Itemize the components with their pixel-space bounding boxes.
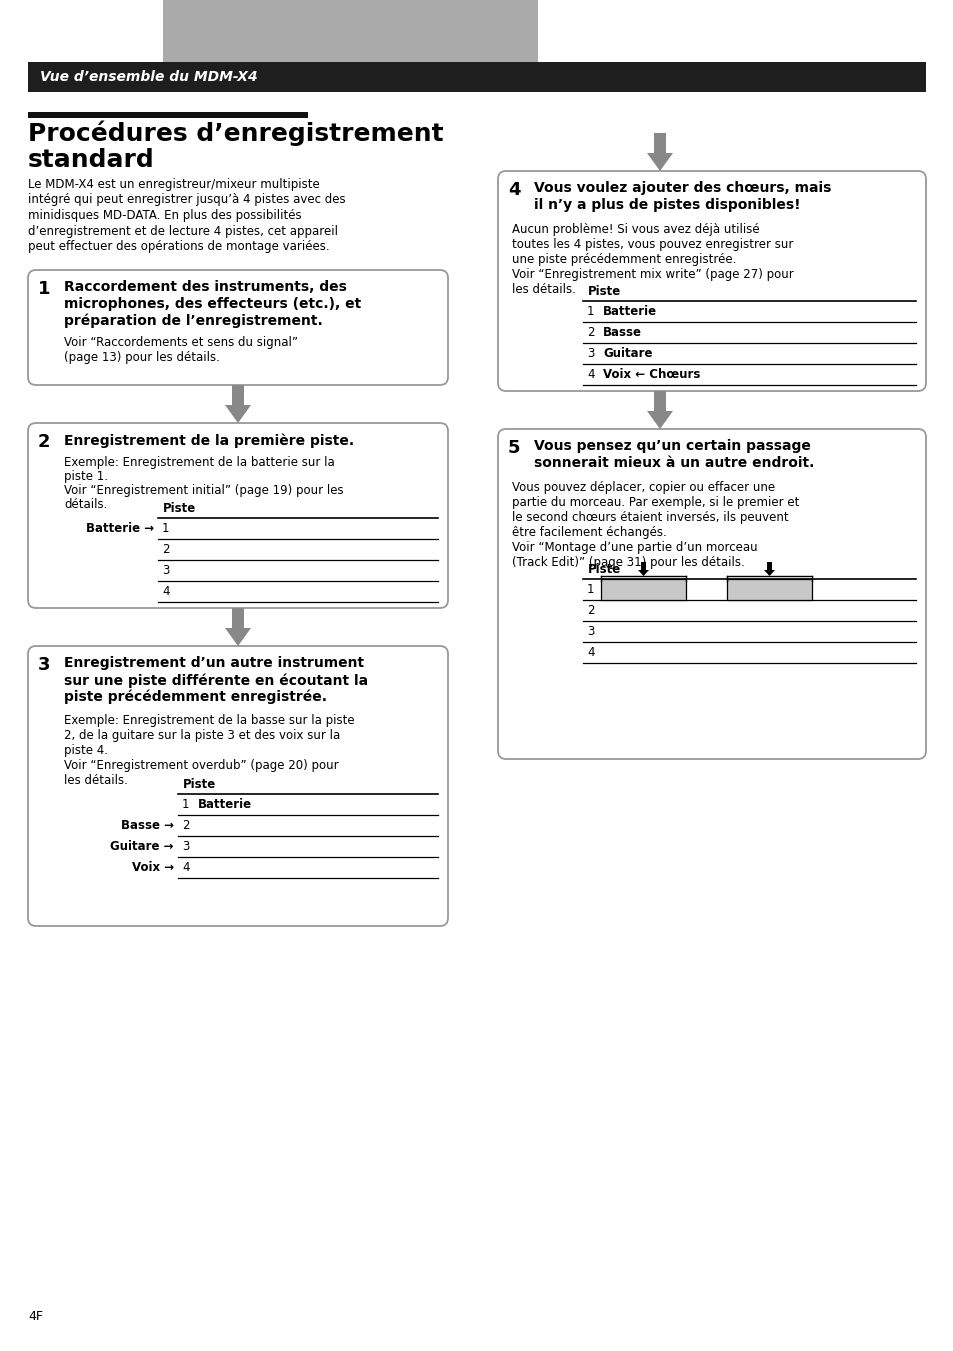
Text: une piste précédemment enregistrée.: une piste précédemment enregistrée. — [512, 253, 736, 266]
Text: 4: 4 — [507, 181, 520, 199]
Text: intégré qui peut enregistrer jusqu’à 4 pistes avec des: intégré qui peut enregistrer jusqu’à 4 p… — [28, 193, 345, 207]
FancyBboxPatch shape — [497, 430, 925, 759]
Text: Vous voulez ajouter des chœurs, mais: Vous voulez ajouter des chœurs, mais — [534, 181, 830, 195]
Text: Voir “Raccordements et sens du signal”: Voir “Raccordements et sens du signal” — [64, 336, 297, 349]
Text: Voir “Enregistrement mix write” (page 27) pour: Voir “Enregistrement mix write” (page 27… — [512, 267, 793, 281]
Text: il n’y a plus de pistes disponibles!: il n’y a plus de pistes disponibles! — [534, 199, 800, 212]
Text: 1: 1 — [586, 584, 594, 596]
Text: (page 13) pour les détails.: (page 13) pour les détails. — [64, 351, 219, 363]
Text: Voix ← Chœurs: Voix ← Chœurs — [602, 367, 700, 381]
Polygon shape — [654, 132, 665, 153]
Text: Exemple: Enregistrement de la batterie sur la: Exemple: Enregistrement de la batterie s… — [64, 457, 335, 469]
Text: Vous pensez qu’un certain passage: Vous pensez qu’un certain passage — [534, 439, 810, 453]
Bar — [726, 580, 811, 600]
FancyBboxPatch shape — [28, 270, 448, 385]
Text: 4: 4 — [182, 861, 190, 874]
Text: piste précédemment enregistrée.: piste précédemment enregistrée. — [64, 690, 327, 704]
Text: 4F: 4F — [28, 1310, 43, 1323]
Text: 4: 4 — [162, 585, 170, 598]
Polygon shape — [225, 405, 251, 423]
Text: 2: 2 — [586, 604, 594, 617]
Text: 3: 3 — [182, 840, 190, 852]
Polygon shape — [232, 385, 244, 405]
Polygon shape — [654, 390, 665, 411]
Text: 2: 2 — [586, 326, 594, 339]
Text: 3: 3 — [586, 626, 594, 638]
Bar — [163, 0, 537, 62]
Text: Piste: Piste — [587, 285, 620, 299]
Text: Enregistrement de la première piste.: Enregistrement de la première piste. — [64, 434, 354, 447]
Text: détails.: détails. — [64, 499, 108, 511]
Text: 2: 2 — [38, 434, 51, 451]
Text: le second chœurs étaient inversés, ils peuvent: le second chœurs étaient inversés, ils p… — [512, 511, 788, 524]
Polygon shape — [232, 608, 244, 628]
Text: Basse →: Basse → — [121, 819, 173, 832]
Text: Vous pouvez déplacer, copier ou effacer une: Vous pouvez déplacer, copier ou effacer … — [512, 481, 774, 494]
Text: Aucun problème! Si vous avez déjà utilisé: Aucun problème! Si vous avez déjà utilis… — [512, 223, 759, 236]
FancyBboxPatch shape — [497, 172, 925, 390]
Text: Exemple: Enregistrement de la basse sur la piste: Exemple: Enregistrement de la basse sur … — [64, 713, 355, 727]
Text: Enregistrement d’un autre instrument: Enregistrement d’un autre instrument — [64, 657, 364, 670]
Polygon shape — [225, 628, 251, 646]
FancyBboxPatch shape — [28, 423, 448, 608]
FancyBboxPatch shape — [28, 646, 448, 925]
Text: 1: 1 — [38, 280, 51, 299]
Text: 5: 5 — [507, 439, 520, 457]
Text: minidisques MD-DATA. En plus des possibilités: minidisques MD-DATA. En plus des possibi… — [28, 209, 301, 222]
Text: Voir “Enregistrement overdub” (page 20) pour: Voir “Enregistrement overdub” (page 20) … — [64, 759, 338, 771]
Text: 3: 3 — [586, 347, 594, 359]
Text: 4: 4 — [586, 646, 594, 659]
Text: 1: 1 — [162, 521, 170, 535]
Text: 3: 3 — [162, 563, 170, 577]
Text: Guitare: Guitare — [602, 347, 652, 359]
Text: microphones, des effecteurs (etc.), et: microphones, des effecteurs (etc.), et — [64, 297, 361, 311]
Text: Batterie →: Batterie → — [86, 521, 153, 535]
Text: Batterie: Batterie — [198, 798, 252, 811]
Text: 1: 1 — [586, 305, 594, 317]
Text: standard: standard — [28, 149, 154, 172]
Polygon shape — [638, 570, 648, 576]
Text: 3: 3 — [38, 657, 51, 674]
Text: Piste: Piste — [183, 778, 216, 790]
Text: Basse: Basse — [602, 326, 641, 339]
Polygon shape — [766, 562, 771, 570]
Text: partie du morceau. Par exemple, si le premier et: partie du morceau. Par exemple, si le pr… — [512, 496, 799, 509]
Text: les détails.: les détails. — [512, 282, 576, 296]
Text: sur une piste différente en écoutant la: sur une piste différente en écoutant la — [64, 673, 368, 688]
Text: Le MDM-X4 est un enregistreur/mixeur multipiste: Le MDM-X4 est un enregistreur/mixeur mul… — [28, 178, 319, 190]
Polygon shape — [646, 153, 672, 172]
Text: 2: 2 — [182, 819, 190, 832]
Bar — [28, 112, 308, 118]
Text: Voir “Montage d’une partie d’un morceau: Voir “Montage d’une partie d’un morceau — [512, 540, 757, 554]
Text: peut effectuer des opérations de montage variées.: peut effectuer des opérations de montage… — [28, 240, 330, 253]
Text: les détails.: les détails. — [64, 774, 128, 788]
Polygon shape — [646, 411, 672, 430]
Text: toutes les 4 pistes, vous pouvez enregistrer sur: toutes les 4 pistes, vous pouvez enregis… — [512, 238, 793, 251]
Text: Voix →: Voix → — [132, 861, 173, 874]
Text: 2, de la guitare sur la piste 3 et des voix sur la: 2, de la guitare sur la piste 3 et des v… — [64, 730, 340, 742]
Text: 4: 4 — [586, 367, 594, 381]
Text: Piste: Piste — [587, 563, 620, 576]
Text: Raccordement des instruments, des: Raccordement des instruments, des — [64, 280, 347, 295]
Text: être facilement échangés.: être facilement échangés. — [512, 526, 666, 539]
Text: piste 1.: piste 1. — [64, 470, 108, 484]
Text: d’enregistrement et de lecture 4 pistes, cet appareil: d’enregistrement et de lecture 4 pistes,… — [28, 224, 337, 238]
Text: Guitare →: Guitare → — [111, 840, 173, 852]
Bar — [28, 62, 925, 92]
Text: 2: 2 — [162, 543, 170, 557]
Text: (Track Edit)” (page 31) pour les détails.: (Track Edit)” (page 31) pour les détails… — [512, 557, 744, 569]
Text: Voir “Enregistrement initial” (page 19) pour les: Voir “Enregistrement initial” (page 19) … — [64, 484, 343, 497]
Text: Batterie: Batterie — [602, 305, 657, 317]
Text: Piste: Piste — [163, 503, 196, 515]
Text: Vue d’ensemble du MDM-X4: Vue d’ensemble du MDM-X4 — [40, 70, 257, 84]
Text: piste 4.: piste 4. — [64, 744, 108, 757]
Bar — [600, 580, 685, 600]
Text: 1: 1 — [182, 798, 190, 811]
Polygon shape — [763, 570, 774, 576]
Text: Procédures d’enregistrement: Procédures d’enregistrement — [28, 120, 443, 146]
Text: sonnerait mieux à un autre endroit.: sonnerait mieux à un autre endroit. — [534, 457, 814, 470]
Text: préparation de l’enregistrement.: préparation de l’enregistrement. — [64, 313, 322, 328]
Polygon shape — [640, 562, 645, 570]
